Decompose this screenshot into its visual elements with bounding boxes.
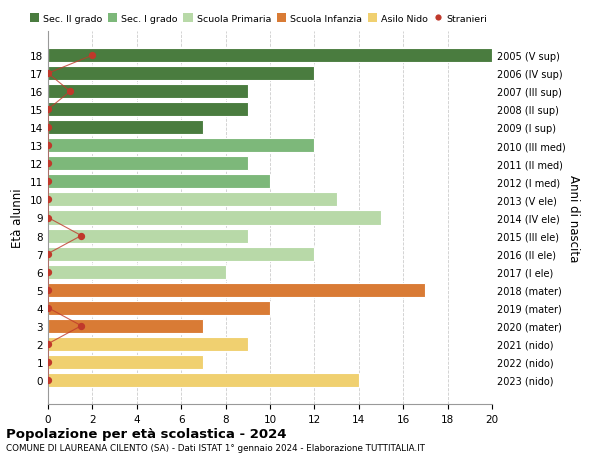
Bar xyxy=(48,265,226,279)
Point xyxy=(43,358,53,366)
Bar xyxy=(48,139,314,153)
Point xyxy=(77,232,86,240)
Bar xyxy=(48,175,270,189)
Point xyxy=(43,269,53,276)
Point xyxy=(77,322,86,330)
Point xyxy=(43,214,53,222)
Point xyxy=(43,160,53,168)
Bar xyxy=(48,49,492,63)
Point xyxy=(65,89,75,96)
Point xyxy=(43,70,53,78)
Bar xyxy=(48,157,248,171)
Bar xyxy=(48,67,314,81)
Bar xyxy=(48,103,248,117)
Bar xyxy=(48,355,203,369)
Point xyxy=(43,286,53,294)
Bar xyxy=(48,283,425,297)
Y-axis label: Anni di nascita: Anni di nascita xyxy=(566,174,580,262)
Point xyxy=(43,179,53,186)
Bar xyxy=(48,85,248,99)
Point xyxy=(43,142,53,150)
Point xyxy=(43,124,53,132)
Point xyxy=(88,52,97,60)
Point xyxy=(43,340,53,347)
Y-axis label: Età alunni: Età alunni xyxy=(11,188,25,248)
Point xyxy=(43,106,53,114)
Bar xyxy=(48,337,248,351)
Point xyxy=(43,304,53,312)
Legend: Sec. II grado, Sec. I grado, Scuola Primaria, Scuola Infanzia, Asilo Nido, Stran: Sec. II grado, Sec. I grado, Scuola Prim… xyxy=(30,14,487,24)
Bar xyxy=(48,301,270,315)
Bar xyxy=(48,319,203,333)
Bar xyxy=(48,229,248,243)
Bar xyxy=(48,193,337,207)
Bar xyxy=(48,247,314,261)
Text: Popolazione per età scolastica - 2024: Popolazione per età scolastica - 2024 xyxy=(6,427,287,440)
Bar xyxy=(48,121,203,135)
Point xyxy=(43,196,53,204)
Point xyxy=(43,376,53,384)
Text: COMUNE DI LAUREANA CILENTO (SA) - Dati ISTAT 1° gennaio 2024 - Elaborazione TUTT: COMUNE DI LAUREANA CILENTO (SA) - Dati I… xyxy=(6,443,425,452)
Bar xyxy=(48,373,359,387)
Point xyxy=(43,250,53,257)
Bar xyxy=(48,211,381,225)
